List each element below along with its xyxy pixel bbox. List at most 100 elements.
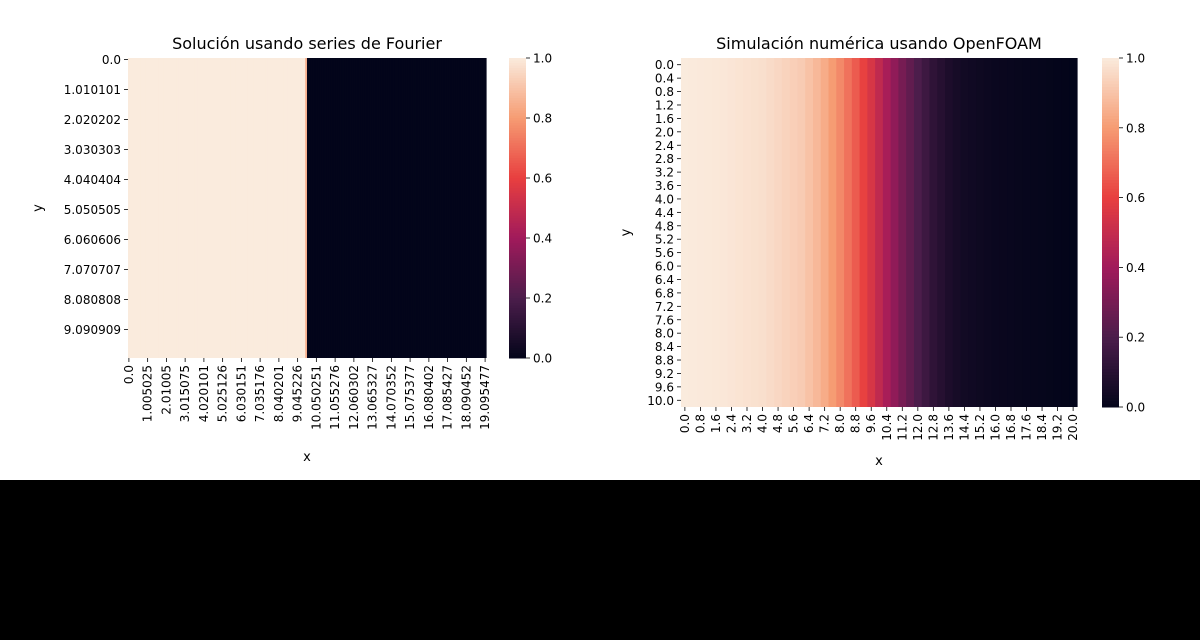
colorbar-segment	[1102, 75, 1119, 79]
colorbar-segment	[1102, 334, 1119, 338]
colorbar-segment	[1102, 142, 1119, 146]
x-tick-label: 2.01005	[159, 365, 173, 415]
heatmap-column	[441, 58, 444, 358]
heatmap-column	[464, 58, 467, 358]
heatmap-column	[319, 58, 322, 358]
heatmap-column	[217, 58, 220, 358]
heatmap-column	[285, 58, 288, 358]
heatmap-cells	[128, 58, 487, 358]
colorbar-segment	[1102, 72, 1119, 76]
heatmap-column	[437, 58, 441, 358]
colorbar-segment	[1102, 101, 1119, 106]
colorbar-segment	[1102, 241, 1119, 245]
colorbar-segment	[1102, 206, 1119, 210]
heatmap-column	[201, 58, 204, 358]
colorbar-segment	[1102, 229, 1119, 233]
heatmap-column	[373, 58, 376, 358]
colorbar-segment	[1102, 296, 1119, 300]
heatmap-column	[337, 58, 340, 358]
colorbar-segment	[1102, 110, 1119, 114]
heatmap-column	[244, 58, 247, 358]
colorbar-segment	[509, 128, 526, 131]
colorbar-segment	[509, 265, 526, 269]
x-tick-label: 19.2	[1051, 414, 1065, 441]
heatmap-column	[432, 58, 435, 358]
heatmap-column	[719, 58, 729, 407]
heatmap-column	[366, 58, 369, 358]
colorbar-segment	[1102, 84, 1119, 88]
heatmap-column	[1053, 58, 1063, 407]
colorbar-segment	[1102, 119, 1119, 123]
heatmap-column	[385, 58, 389, 358]
colorbar-segment	[1102, 223, 1119, 228]
colorbar-segment	[1102, 340, 1119, 344]
y-tick-label: 6.0	[655, 260, 674, 274]
heatmap-column	[469, 58, 473, 358]
colorbar-segment	[1102, 395, 1119, 399]
colorbar-segment	[509, 110, 526, 114]
heatmap-column	[251, 58, 254, 358]
heatmap-column	[428, 58, 432, 358]
colorbar-segment	[509, 138, 526, 141]
colorbar-segment	[509, 193, 526, 196]
heatmap-column	[308, 58, 312, 358]
x-tick-label: 18.090452	[459, 365, 473, 430]
x-tick-label: 12.8	[926, 414, 940, 441]
colorbar-segment	[509, 58, 526, 61]
heatmap-column	[960, 58, 969, 407]
colorbar-segment	[1102, 404, 1119, 408]
colorbar-segment	[1102, 69, 1119, 74]
heatmap-column	[258, 58, 262, 358]
colorbar-segment	[1102, 366, 1119, 370]
colorbar-segment	[1102, 331, 1119, 335]
colorbar-segment	[509, 185, 526, 189]
heatmap-column	[407, 58, 410, 358]
y-axis: 0.00.40.81.21.62.02.42.83.23.64.04.44.85…	[647, 58, 681, 408]
colorbar-segment	[1102, 375, 1119, 379]
heatmap-column	[758, 58, 768, 407]
heatmap-column	[459, 58, 462, 358]
heatmap-column	[929, 58, 938, 407]
colorbar-segment	[1102, 313, 1119, 318]
heatmap-column	[187, 58, 190, 358]
x-tick-label: 18.4	[1035, 414, 1049, 441]
colorbar-segment	[1102, 392, 1119, 396]
heatmap-column	[260, 58, 263, 358]
y-tick-label: 4.040404	[64, 173, 121, 187]
colorbar-segment	[509, 120, 526, 124]
heatmap-column	[405, 58, 408, 358]
colorbar-segment	[509, 253, 526, 256]
x-tick-label: 17.6	[1020, 414, 1034, 441]
heatmap-column	[142, 58, 145, 358]
heatmap-column	[140, 58, 143, 358]
x-tick-label: 11.2	[895, 414, 909, 441]
colorbar-segment	[1102, 264, 1119, 268]
heatmap-column	[475, 58, 478, 358]
x-tick-label: 16.0	[988, 414, 1002, 441]
colorbar-segment	[509, 188, 526, 191]
heatmap-column	[446, 58, 450, 358]
heatmap-column	[145, 58, 149, 358]
heatmap-column	[455, 58, 458, 358]
heatmap-column	[341, 58, 344, 358]
colorbar-segment	[509, 285, 526, 289]
heatmap-column	[355, 58, 358, 358]
colorbar-segment	[509, 208, 526, 211]
y-tick-label: 3.030303	[64, 143, 121, 157]
heatmap-column	[906, 58, 915, 407]
heatmap-column	[208, 58, 211, 358]
heatmap-column	[358, 58, 362, 358]
heatmap-column	[178, 58, 181, 358]
x-tick-label: 12.0	[911, 414, 925, 441]
chart-title: Simulación numérica usando OpenFOAM	[716, 34, 1042, 53]
x-tick-label: 16.080402	[422, 365, 436, 430]
colorbar-segment	[1102, 360, 1119, 364]
heatmap-column	[292, 58, 296, 358]
heatmap-column	[466, 58, 469, 358]
heatmap-column	[199, 58, 202, 358]
heatmap-column	[170, 58, 174, 358]
heatmap-column	[153, 58, 156, 358]
colorbar-segment	[509, 68, 526, 71]
y-tick-label: 8.8	[655, 354, 674, 368]
